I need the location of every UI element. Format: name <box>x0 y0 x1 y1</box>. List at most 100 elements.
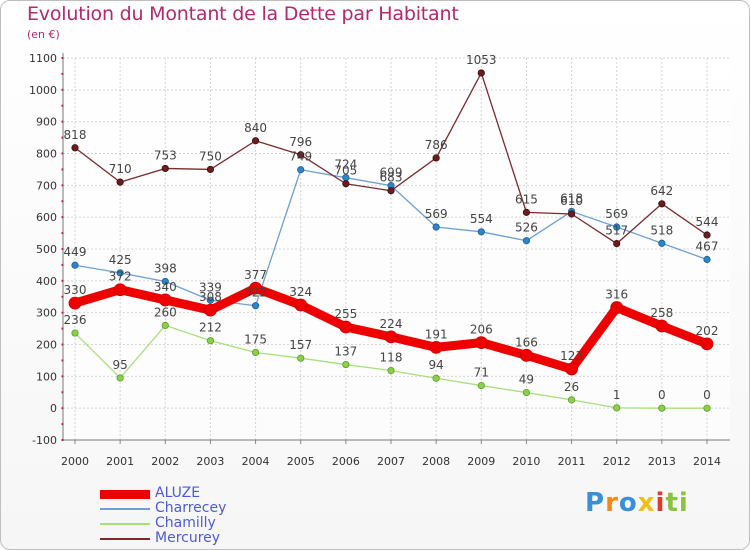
data-label-chamilly: 175 <box>244 332 267 346</box>
data-point-aluze <box>294 298 308 312</box>
data-label-charrecey: 569 <box>605 207 628 221</box>
data-point-chamilly <box>342 360 350 369</box>
data-label-charrecey: 339 <box>199 280 222 294</box>
data-label-charrecey: 518 <box>650 223 673 237</box>
data-point-chamilly <box>522 388 531 397</box>
data-label-aluze: 340 <box>154 280 177 294</box>
data-point-chamilly <box>613 404 621 412</box>
y-minor-tick <box>61 295 64 298</box>
x-tick-label: 2007 <box>377 455 405 468</box>
data-point-charrecey <box>613 223 621 231</box>
y-tick-label: 1000 <box>29 84 57 97</box>
legend-label-aluze: ALUZE <box>155 485 201 501</box>
logo-letter: i <box>678 488 689 518</box>
data-label-mercurey: 786 <box>425 138 448 152</box>
data-label-mercurey: 517 <box>605 224 628 238</box>
data-label-charrecey: 467 <box>696 240 719 254</box>
data-label-charrecey: 398 <box>154 261 177 275</box>
data-label-chamilly: 95 <box>113 358 128 372</box>
data-point-charrecey <box>432 223 440 231</box>
logo-letter: x <box>637 488 656 518</box>
data-point-mercurey <box>161 164 169 173</box>
chart-unit: (en €) <box>27 28 60 41</box>
data-point-charrecey <box>477 228 485 236</box>
y-tick-label: 1100 <box>29 52 57 65</box>
legend-swatch-charrecey <box>100 508 150 510</box>
data-point-charrecey <box>161 277 169 286</box>
data-point-charrecey <box>71 261 79 269</box>
y-minor-tick <box>61 104 64 107</box>
data-point-mercurey <box>342 180 350 188</box>
x-tick-label: 2012 <box>603 455 631 468</box>
y-minor-tick <box>61 407 64 410</box>
data-point-aluze <box>204 303 217 317</box>
data-point-mercurey <box>477 69 485 77</box>
y-minor-tick <box>61 200 64 203</box>
data-point-charrecey <box>206 296 215 304</box>
legend: ALUZE Charrecey Chamilly Mercurey <box>100 485 360 546</box>
data-point-aluze <box>384 330 398 344</box>
data-point-aluze <box>610 301 624 314</box>
y-minor-tick <box>61 423 64 426</box>
data-label-chamilly: 0 <box>703 388 711 402</box>
data-label-charrecey: 554 <box>470 212 493 226</box>
data-label-chamilly: 236 <box>64 313 87 327</box>
data-label-chamilly: 71 <box>474 366 489 380</box>
y-minor-tick <box>61 88 64 91</box>
data-label-mercurey: 710 <box>109 162 132 176</box>
y-tick-label: 300 <box>36 307 57 320</box>
x-tick-label: 2001 <box>106 455 134 468</box>
data-point-chamilly <box>116 374 124 382</box>
legend-swatch-chamilly <box>100 523 150 525</box>
data-point-mercurey <box>703 231 711 239</box>
x-tick-label: 2010 <box>512 455 540 468</box>
data-label-chamilly: 212 <box>199 321 222 335</box>
logo-letter: t <box>665 488 679 518</box>
y-minor-tick <box>61 279 64 282</box>
y-minor-tick <box>61 343 64 346</box>
data-label-charrecey: 569 <box>425 207 448 221</box>
data-point-mercurey <box>567 210 576 218</box>
y-tick-label: 0 <box>50 402 57 415</box>
data-label-mercurey: 705 <box>334 164 357 178</box>
data-point-chamilly <box>658 404 666 412</box>
data-point-mercurey <box>432 154 440 162</box>
data-point-chamilly <box>161 321 169 329</box>
y-minor-tick <box>61 263 64 266</box>
y-minor-tick <box>61 184 64 187</box>
y-tick-label: 200 <box>36 339 57 352</box>
data-point-aluze <box>429 340 443 354</box>
data-label-chamilly: 0 <box>658 388 666 402</box>
data-label-charrecey: 526 <box>515 221 538 235</box>
data-label-mercurey: 683 <box>380 171 403 185</box>
data-label-chamilly: 49 <box>519 373 534 387</box>
data-label-aluze: 202 <box>696 324 719 338</box>
y-minor-tick <box>61 391 64 394</box>
data-point-charrecey <box>116 269 124 277</box>
y-minor-tick <box>61 439 64 441</box>
data-point-chamilly <box>432 374 440 382</box>
data-label-chamilly: 260 <box>154 305 177 319</box>
data-label-mercurey: 544 <box>696 215 719 229</box>
y-minor-tick <box>61 248 64 250</box>
y-minor-tick <box>61 359 64 362</box>
data-point-aluze <box>158 293 172 307</box>
data-point-mercurey <box>613 239 621 248</box>
y-tick-label: 400 <box>36 275 57 288</box>
logo-letter: i <box>655 488 666 518</box>
data-label-charrecey: 699 <box>380 166 403 180</box>
y-minor-tick <box>61 72 64 75</box>
data-point-chamilly <box>477 381 485 390</box>
data-label-chamilly: 157 <box>289 338 312 352</box>
data-label-chamilly: 137 <box>334 345 357 359</box>
data-label-aluze: 255 <box>334 307 357 321</box>
page-title: Evolution du Montant de la Dette par Hab… <box>27 3 459 25</box>
data-label-aluze: 191 <box>425 327 448 341</box>
y-minor-tick <box>61 375 64 378</box>
data-label-mercurey: 796 <box>289 135 312 149</box>
data-point-mercurey <box>251 137 260 145</box>
y-minor-tick <box>61 136 64 139</box>
x-tick-label: 2011 <box>558 455 586 468</box>
data-label-chamilly: 26 <box>564 380 579 394</box>
